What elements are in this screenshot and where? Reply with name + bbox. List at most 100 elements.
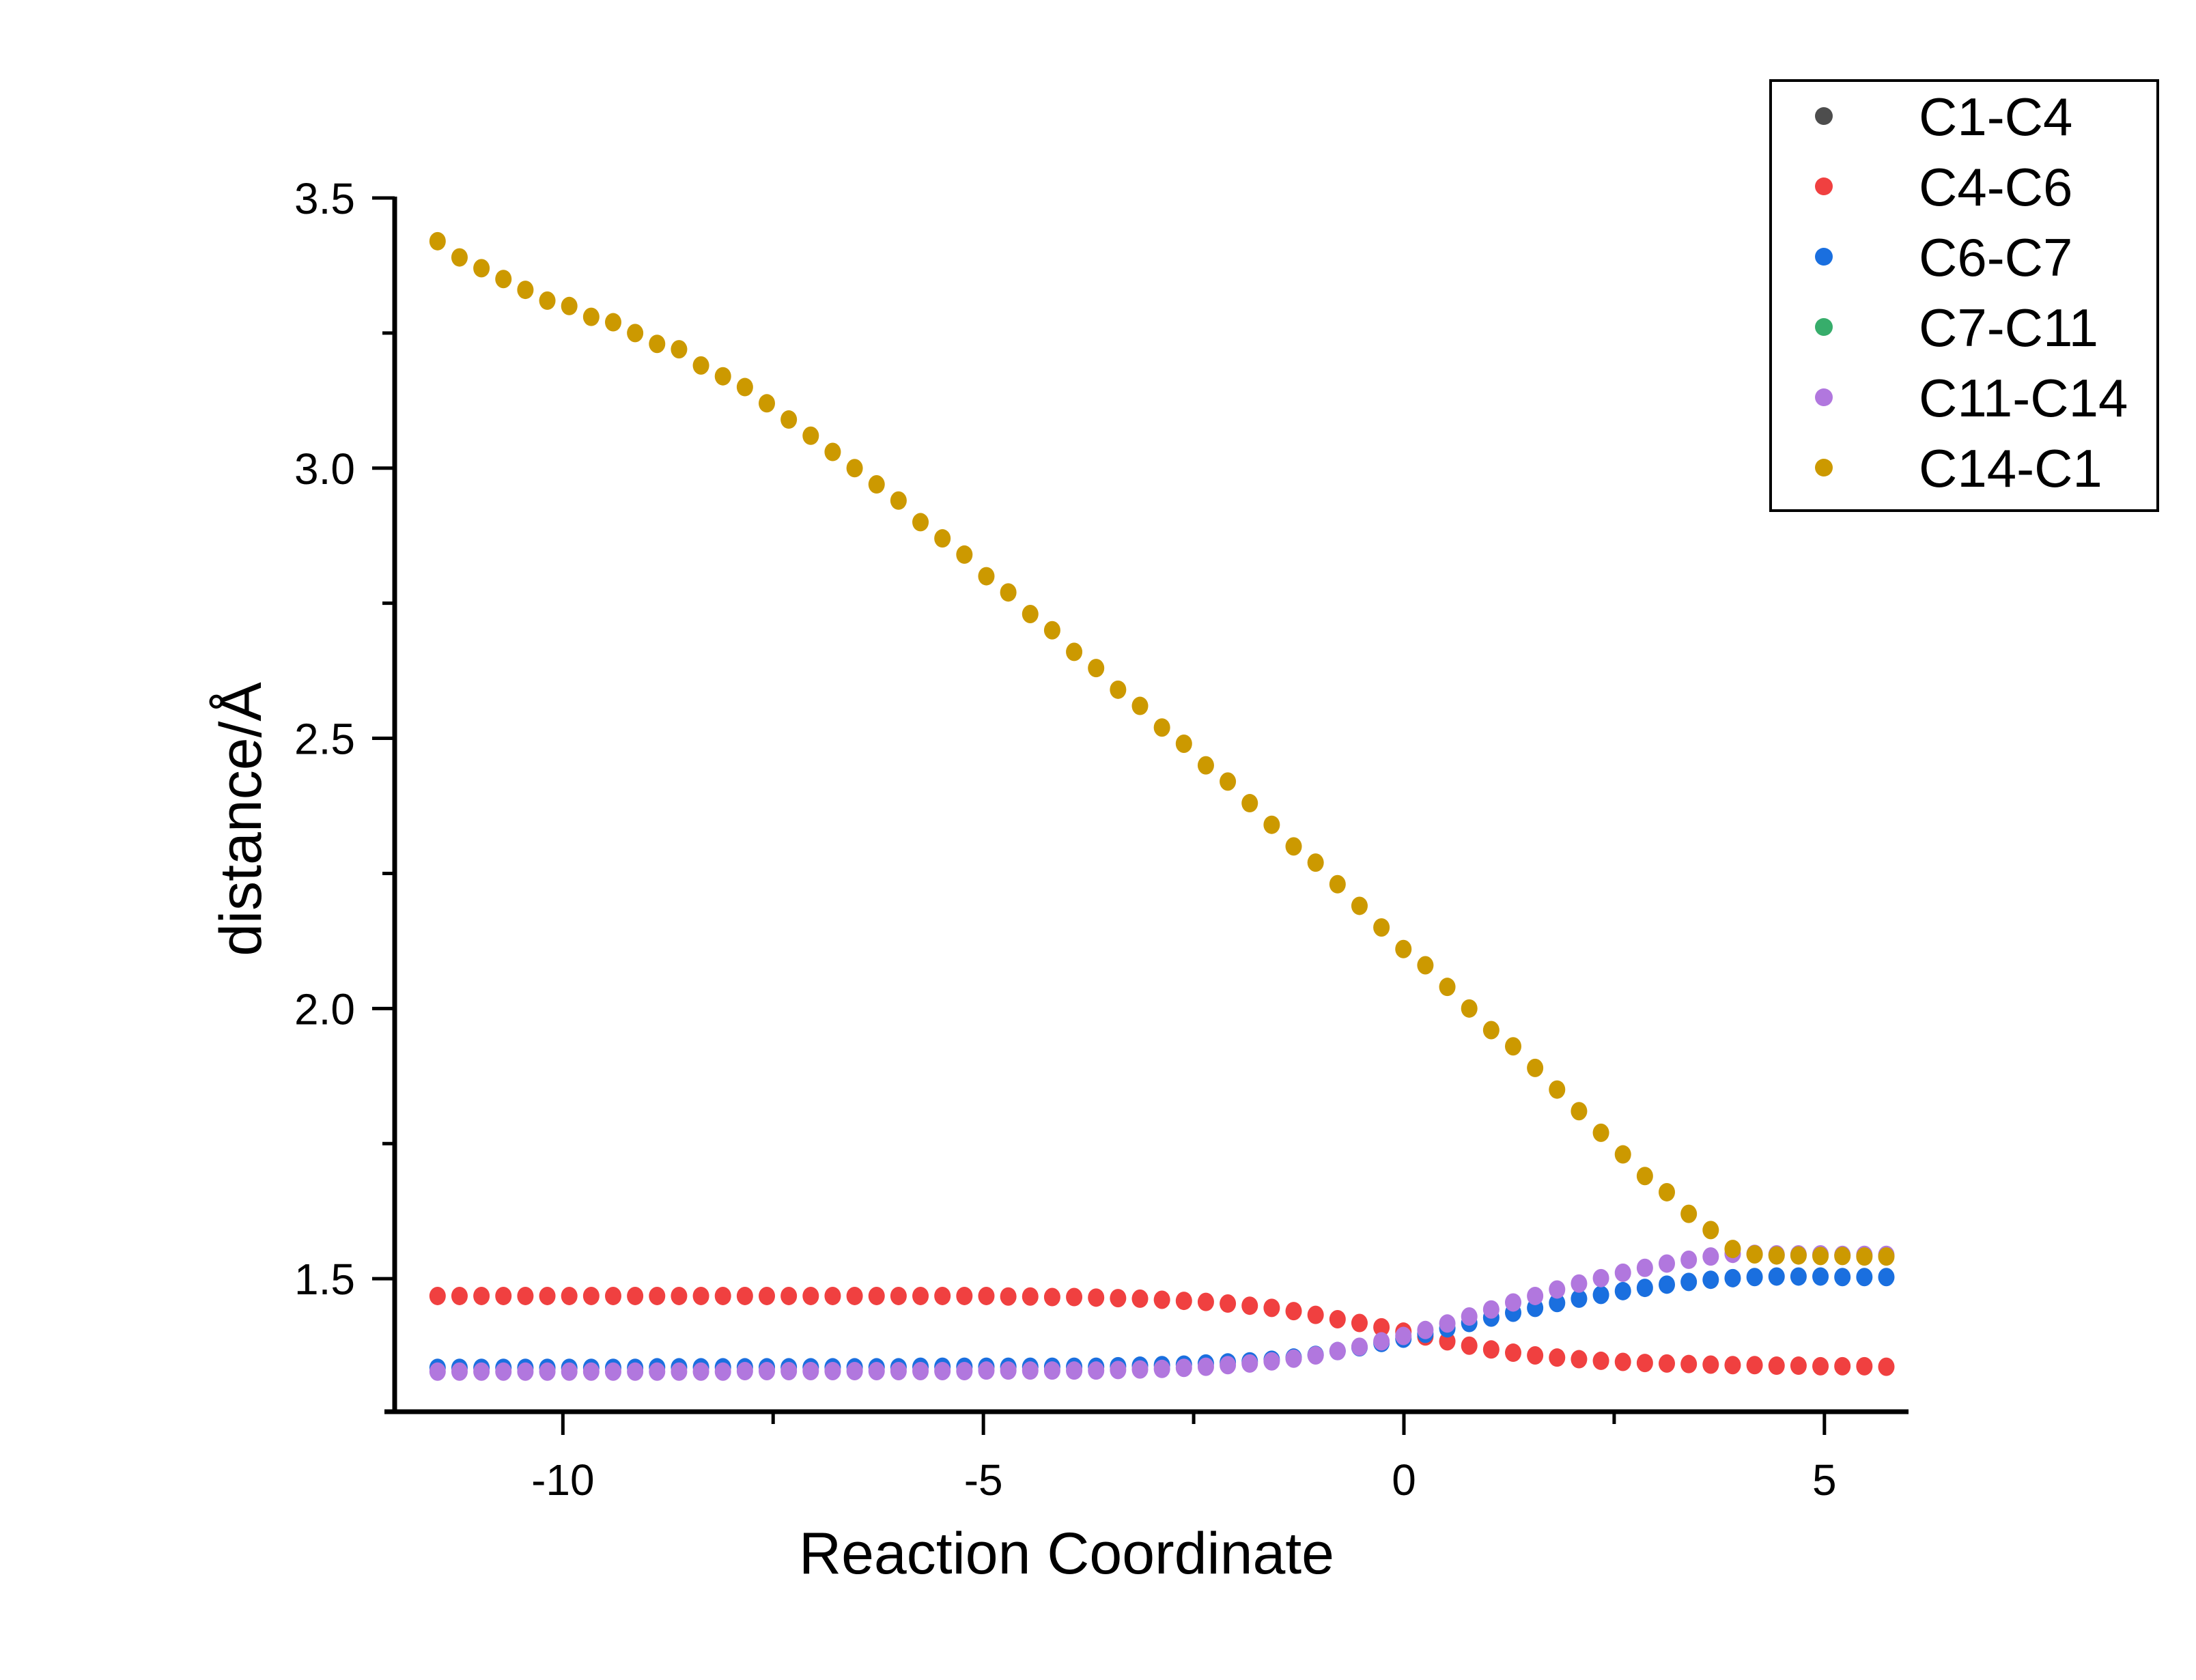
data-point <box>1373 1332 1390 1351</box>
data-point <box>1614 1352 1631 1371</box>
data-point <box>1351 1313 1368 1333</box>
y-tick-label: 2.5 <box>294 715 355 764</box>
y-tick-label: 3.0 <box>294 444 355 494</box>
legend-label: C7-C11 <box>1919 298 2098 358</box>
y-tick-label: 3.5 <box>294 174 355 223</box>
legend-marker <box>1815 177 1833 195</box>
data-point <box>1680 1354 1698 1373</box>
data-point <box>1220 1294 1237 1313</box>
data-point <box>671 1362 688 1381</box>
data-point <box>1417 1320 1434 1339</box>
data-point <box>1439 1332 1456 1351</box>
data-point <box>1022 1361 1039 1380</box>
data-point <box>1373 918 1390 937</box>
legend-item: C4-C6 <box>1815 157 2072 217</box>
data-point <box>1878 1357 1895 1376</box>
data-point <box>1131 1360 1149 1379</box>
data-point <box>561 296 578 315</box>
data-point <box>1592 1351 1609 1370</box>
data-point <box>714 1362 731 1381</box>
data-point <box>846 1286 863 1305</box>
data-point <box>473 1362 490 1381</box>
data-point <box>846 459 863 478</box>
data-point <box>780 1361 798 1380</box>
data-point <box>1790 1246 1807 1265</box>
data-point <box>517 1362 534 1381</box>
data-point <box>1220 1356 1237 1375</box>
data-point <box>1571 1289 1588 1308</box>
data-point <box>1504 1293 1521 1312</box>
data-point <box>649 334 666 354</box>
data-point <box>1527 1058 1544 1077</box>
data-point <box>978 1286 995 1305</box>
data-point <box>604 1362 621 1381</box>
data-point <box>1527 1346 1544 1365</box>
legend-marker <box>1815 107 1833 125</box>
data-point <box>1110 1289 1127 1308</box>
data-point <box>1153 1359 1170 1378</box>
legend-marker <box>1815 248 1833 266</box>
data-point <box>736 1361 753 1380</box>
data-point <box>473 259 490 278</box>
data-point <box>1680 1272 1698 1292</box>
axes <box>384 197 1909 1414</box>
data-point <box>1088 1288 1105 1307</box>
data-point <box>780 410 798 429</box>
data-point <box>1614 1281 1631 1300</box>
data-point <box>1110 680 1127 699</box>
data-point <box>1351 1337 1368 1356</box>
data-point <box>429 1286 446 1305</box>
data-point <box>627 1362 644 1381</box>
x-tick-label: 5 <box>1812 1455 1837 1505</box>
data-point <box>451 1286 468 1305</box>
data-point <box>1066 642 1083 661</box>
data-point <box>671 1286 688 1305</box>
data-point <box>714 367 731 386</box>
legend-label: C14-C1 <box>1919 438 2102 498</box>
data-point <box>1482 1340 1500 1359</box>
data-point <box>1241 1354 1258 1373</box>
data-point <box>451 248 468 267</box>
data-point <box>517 281 534 300</box>
data-point <box>1263 1298 1280 1318</box>
data-point <box>1439 978 1456 997</box>
data-point <box>451 1362 468 1381</box>
data-point <box>1088 659 1105 678</box>
data-point <box>1702 1355 1719 1374</box>
data-point <box>1702 1270 1719 1290</box>
data-point <box>1768 1267 1785 1286</box>
data-point <box>1022 604 1039 623</box>
data-point <box>1527 1286 1544 1305</box>
data-point <box>1549 1294 1566 1313</box>
data-point <box>1175 1292 1192 1311</box>
data-point <box>561 1286 578 1305</box>
data-point <box>1373 1318 1390 1337</box>
y-ticks: 1.5 2.0 2.5 3.0 3.5 <box>294 174 395 1304</box>
data-point <box>912 513 929 532</box>
data-point <box>1746 1356 1763 1375</box>
data-point <box>934 529 951 548</box>
data-point <box>1395 939 1412 958</box>
data-point <box>539 1362 556 1381</box>
data-point <box>934 1286 951 1305</box>
data-point <box>1000 583 1017 602</box>
legend-item: C7-C11 <box>1815 298 2098 358</box>
data-point <box>1592 1285 1609 1305</box>
data-point <box>1088 1361 1105 1380</box>
data-point <box>802 426 819 445</box>
data-point <box>429 1362 446 1381</box>
data-point <box>1043 1361 1060 1380</box>
data-point <box>1329 1341 1346 1361</box>
legend-marker <box>1815 388 1833 406</box>
data-point <box>802 1361 819 1380</box>
data-point <box>759 1286 776 1305</box>
data-point <box>1659 1182 1676 1201</box>
x-ticks: -10 -5 0 5 <box>531 1412 1837 1505</box>
data-point <box>759 394 776 413</box>
data-point <box>1571 1102 1588 1121</box>
data-point <box>1878 1268 1895 1287</box>
legend-label: C11-C14 <box>1919 368 2128 428</box>
data-point <box>846 1361 863 1380</box>
data-point <box>1000 1287 1017 1306</box>
data-point <box>912 1286 929 1305</box>
